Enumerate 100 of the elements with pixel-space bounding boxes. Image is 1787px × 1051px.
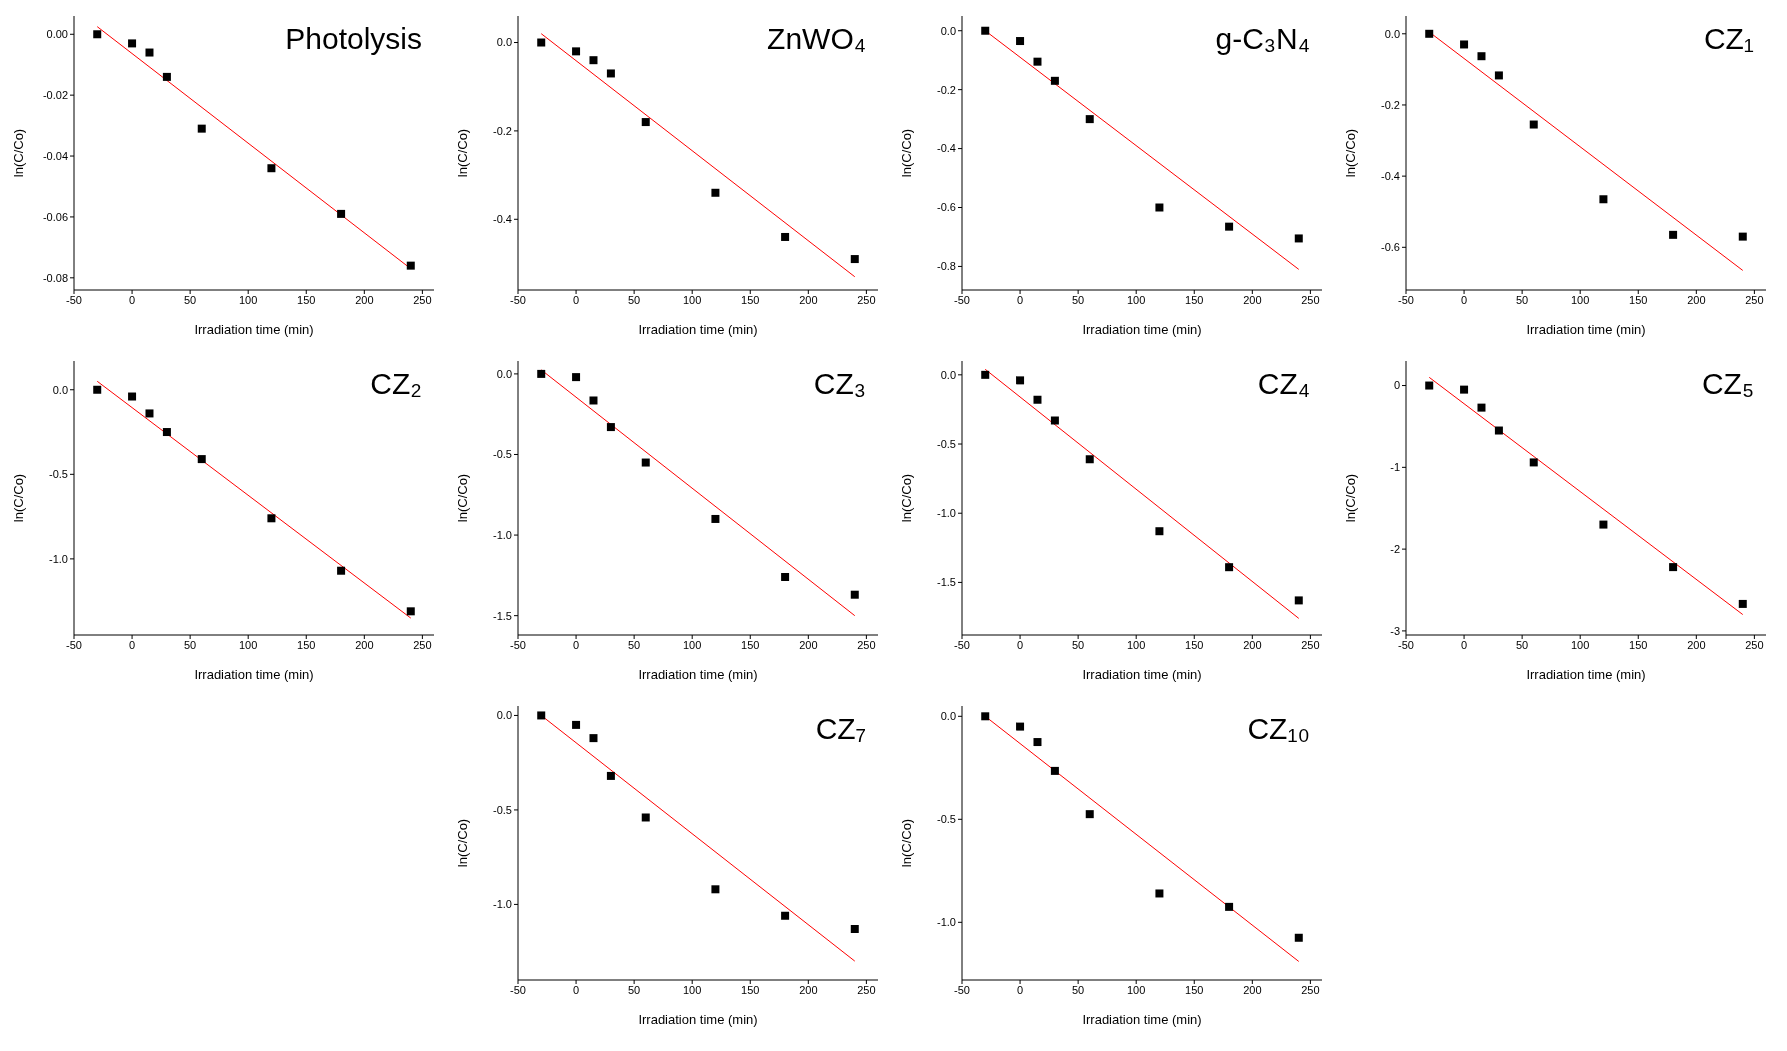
y-tick-label: 0.0	[496, 709, 512, 722]
x-tick-label: 50	[628, 293, 641, 306]
x-tick-label: 250	[1301, 638, 1320, 651]
point	[145, 48, 154, 57]
y-axis-title: ln(C/Co)	[1342, 128, 1358, 178]
chart-title: CZ₅	[1701, 367, 1754, 401]
point	[1494, 426, 1503, 435]
point	[606, 69, 615, 78]
x-tick-label: 0	[1461, 293, 1468, 306]
point	[572, 47, 581, 56]
x-tick-label: 250	[857, 293, 876, 306]
y-tick-label: -0.6	[1381, 241, 1400, 254]
point	[1599, 520, 1608, 529]
x-tick-label: -50	[954, 638, 970, 651]
x-tick-label: 50	[1072, 983, 1085, 996]
chart-title: CZ₃	[813, 367, 866, 401]
x-axis-title: Irradiation time (min)	[1082, 322, 1202, 337]
x-tick-label: -50	[510, 638, 526, 651]
point	[572, 373, 581, 382]
y-tick-label: -0.2	[493, 124, 512, 137]
point	[93, 385, 102, 394]
y-tick-label: -0.5	[937, 813, 956, 826]
y-tick-label: 0.0	[52, 383, 68, 396]
point	[1050, 76, 1059, 85]
point	[641, 458, 650, 467]
y-axis-title: ln(C/Co)	[10, 128, 26, 178]
x-tick-label: 100	[1127, 983, 1146, 996]
point	[1738, 599, 1747, 608]
x-axis-title: Irradiation time (min)	[1526, 322, 1646, 337]
x-tick-label: 200	[799, 638, 818, 651]
y-tick-label: -1.5	[493, 609, 512, 622]
x-tick-label: 50	[1072, 638, 1085, 651]
y-axis-title: ln(C/Co)	[898, 128, 914, 178]
point	[589, 734, 598, 743]
point	[981, 712, 990, 721]
point	[1050, 766, 1059, 775]
x-axis-title: Irradiation time (min)	[1082, 1012, 1202, 1027]
point	[162, 72, 171, 81]
x-tick-label: 100	[683, 293, 702, 306]
x-axis-title: Irradiation time (min)	[638, 1012, 758, 1027]
y-tick-label: -0.2	[937, 83, 956, 96]
y-axis-title: ln(C/Co)	[454, 128, 470, 178]
x-tick-label: 100	[239, 638, 258, 651]
y-tick-label: 0.0	[940, 24, 956, 37]
point	[572, 720, 581, 729]
point	[981, 370, 990, 379]
y-tick-label: 0.0	[940, 368, 956, 381]
y-tick-label: -0.4	[493, 213, 512, 226]
x-tick-label: 50	[184, 638, 197, 651]
x-tick-label: -50	[510, 293, 526, 306]
x-tick-label: 200	[355, 293, 374, 306]
point	[711, 188, 720, 197]
point	[781, 572, 790, 581]
x-tick-label: -50	[510, 983, 526, 996]
x-axis-title: Irradiation time (min)	[638, 667, 758, 682]
x-tick-label: 0	[129, 293, 136, 306]
x-tick-label: 0	[573, 638, 580, 651]
x-tick-label: 0	[573, 983, 580, 996]
point	[850, 590, 859, 599]
x-tick-label: 150	[1629, 638, 1648, 651]
x-tick-label: 150	[741, 293, 760, 306]
point	[850, 924, 859, 933]
x-tick-label: 100	[1571, 638, 1590, 651]
y-tick-label: -1.0	[493, 898, 512, 911]
point	[606, 423, 615, 432]
point	[93, 30, 102, 39]
y-axis-title: ln(C/Co)	[454, 818, 470, 868]
y-tick-label: -1.0	[49, 552, 68, 565]
point	[537, 38, 546, 47]
y-tick-label: -0.5	[937, 437, 956, 450]
x-tick-label: 0	[1017, 293, 1024, 306]
point	[128, 39, 137, 48]
x-tick-label: 200	[799, 983, 818, 996]
point	[1669, 563, 1678, 572]
point	[406, 261, 415, 270]
x-tick-label: 250	[857, 638, 876, 651]
x-tick-label: 200	[1687, 293, 1706, 306]
point	[1085, 115, 1094, 124]
point	[781, 911, 790, 920]
point	[1529, 120, 1538, 129]
point	[1477, 52, 1486, 61]
point	[641, 813, 650, 822]
x-tick-label: 200	[1687, 638, 1706, 651]
x-tick-label: 50	[1516, 293, 1529, 306]
x-tick-label: -50	[1398, 293, 1414, 306]
point	[850, 255, 859, 264]
point	[1155, 527, 1164, 536]
point	[641, 118, 650, 127]
x-tick-label: 0	[1017, 983, 1024, 996]
x-tick-label: 100	[1127, 638, 1146, 651]
x-tick-label: 250	[1745, 638, 1764, 651]
point	[1477, 403, 1486, 412]
x-tick-label: -50	[66, 293, 82, 306]
point	[337, 566, 346, 575]
x-tick-label: 0	[1461, 638, 1468, 651]
x-tick-label: 200	[1243, 983, 1262, 996]
x-tick-label: 0	[129, 638, 136, 651]
x-tick-label: 150	[297, 293, 316, 306]
x-tick-label: -50	[66, 638, 82, 651]
x-axis-title: Irradiation time (min)	[194, 667, 314, 682]
